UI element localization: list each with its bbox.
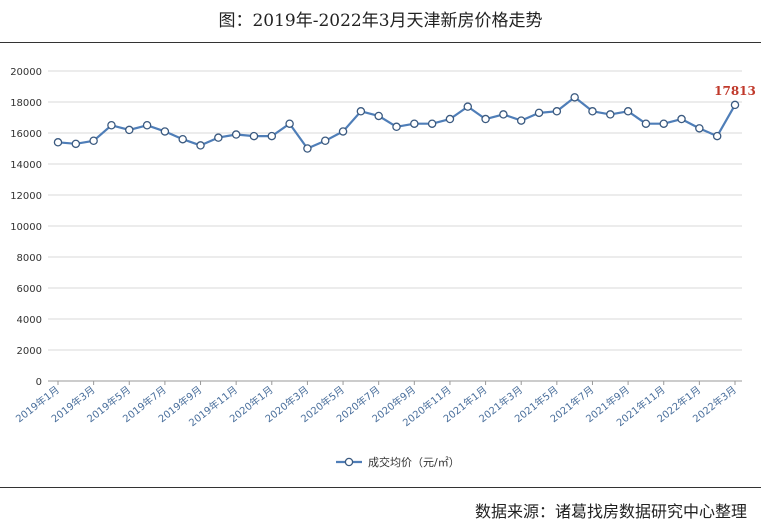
data-point — [570, 93, 579, 102]
data-label: 17813 — [714, 84, 756, 98]
data-point — [712, 131, 722, 141]
data-point — [214, 133, 223, 142]
data-point — [499, 110, 508, 119]
y-tick-label: 4000 — [17, 315, 42, 326]
data-point — [160, 127, 170, 136]
data-point — [463, 102, 473, 111]
data-point — [730, 100, 740, 110]
data-point — [231, 130, 241, 139]
data-point — [481, 114, 490, 124]
data-point — [320, 136, 330, 145]
data-point — [338, 127, 348, 136]
data-point — [427, 119, 437, 128]
data-point — [356, 107, 366, 116]
data-point — [623, 107, 633, 116]
bottom-divider — [0, 487, 761, 488]
data-point — [374, 111, 383, 121]
y-tick-label: 6000 — [17, 284, 42, 295]
y-axis-tick-labels: 0 2000 4000 6000 8000 10000 12000 14000 16000 180… — [10, 67, 42, 388]
data-point — [516, 116, 526, 125]
data-point — [178, 134, 187, 144]
data-point — [125, 125, 134, 135]
y-tick-label: 10000 — [10, 222, 42, 233]
y-tick-label: 2000 — [17, 346, 42, 357]
data-point — [392, 122, 401, 132]
data-point — [71, 139, 81, 149]
data-labels: 17813 — [714, 84, 756, 98]
data-point — [107, 121, 116, 130]
data-point — [142, 121, 152, 130]
legend-label: 成交均价（元/㎡） — [368, 455, 460, 469]
data-point — [606, 110, 615, 119]
data-point — [677, 114, 686, 124]
data-point — [659, 119, 668, 128]
data-point — [267, 131, 277, 141]
source-note: 数据来源：诸葛找房数据研究中心整理 — [474, 502, 747, 521]
series-layer — [53, 93, 740, 153]
y-tick-label: 12000 — [10, 191, 42, 202]
x-axis-tick-labels: 2019年1月2019年3月2019年5月2019年7月2019年9月2019年… — [13, 383, 739, 429]
data-point — [196, 141, 205, 150]
data-point — [285, 119, 294, 128]
chart-title: 图：2019年-2022年3月天津新房价格走势 — [218, 11, 543, 31]
y-tick-label: 16000 — [10, 129, 42, 140]
data-point — [53, 138, 63, 147]
y-tick-label: 14000 — [10, 160, 42, 171]
data-point — [588, 107, 597, 116]
data-point — [641, 119, 651, 128]
top-divider — [0, 42, 761, 43]
y-tick-label: 8000 — [17, 253, 42, 264]
y-tick-label: 18000 — [10, 98, 42, 109]
data-point — [552, 107, 562, 116]
data-point — [89, 136, 98, 145]
data-point — [303, 144, 312, 153]
data-point — [445, 114, 455, 124]
y-tick-label: 20000 — [10, 67, 42, 78]
data-point — [695, 124, 704, 133]
y-tick-label: 0 — [36, 377, 42, 388]
legend: 成交均价（元/㎡） — [336, 455, 460, 469]
data-point — [410, 119, 419, 128]
legend-marker — [344, 457, 354, 467]
data-point — [534, 108, 544, 118]
x-axis — [48, 380, 742, 385]
data-point — [249, 131, 259, 141]
